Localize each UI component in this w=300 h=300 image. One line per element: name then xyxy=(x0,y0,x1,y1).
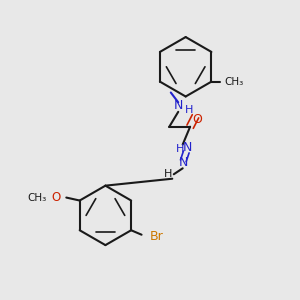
Text: CH₃: CH₃ xyxy=(28,193,47,202)
Text: H: H xyxy=(164,169,172,179)
Text: N: N xyxy=(178,156,188,169)
Text: O: O xyxy=(52,191,61,204)
Text: H: H xyxy=(176,144,184,154)
Text: H: H xyxy=(185,105,194,116)
Text: N: N xyxy=(182,141,192,154)
Text: CH₃: CH₃ xyxy=(225,76,244,87)
Text: Br: Br xyxy=(150,230,164,243)
Text: O: O xyxy=(193,113,202,126)
Text: N: N xyxy=(173,99,183,112)
